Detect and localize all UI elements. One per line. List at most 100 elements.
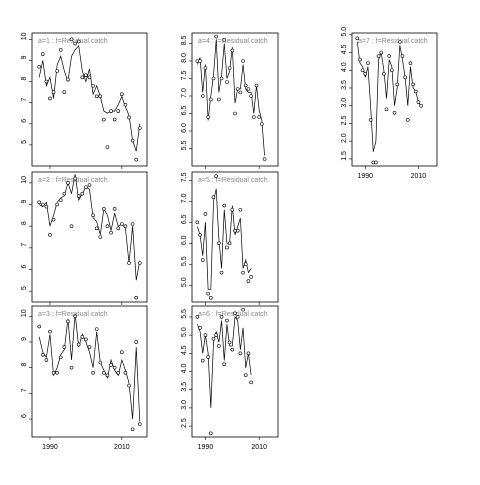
point	[116, 226, 121, 231]
point	[130, 222, 135, 226]
y-tick-label: 7.5	[181, 172, 188, 182]
point	[109, 230, 113, 235]
y-tick-label: 10	[21, 176, 28, 184]
point	[116, 109, 121, 113]
point	[358, 57, 362, 62]
point	[102, 207, 106, 211]
panel-frame	[31, 171, 148, 303]
panel-frame	[191, 171, 279, 303]
point	[238, 90, 243, 95]
point	[66, 181, 70, 185]
point	[51, 90, 56, 94]
point	[69, 365, 74, 370]
panel-frame	[31, 305, 148, 438]
point	[405, 118, 410, 122]
point	[217, 344, 221, 348]
y-tick-label: 9	[21, 337, 28, 341]
x-tick-label: 2010	[251, 444, 267, 451]
x-tick-label: 1990	[42, 444, 58, 451]
panel-frame	[191, 32, 279, 167]
x-tick-label: 2010	[411, 173, 427, 180]
point	[94, 94, 99, 99]
point	[408, 61, 413, 65]
y-tick-label: 9	[21, 55, 28, 59]
point	[62, 345, 67, 349]
point	[98, 94, 103, 99]
point	[209, 296, 213, 300]
point	[376, 54, 381, 58]
point	[87, 183, 92, 187]
point	[395, 82, 399, 87]
point	[44, 79, 49, 84]
point	[222, 38, 227, 42]
point	[374, 160, 378, 165]
point	[230, 48, 235, 53]
point	[246, 351, 251, 356]
y-tick-label: 7	[21, 98, 28, 102]
point	[400, 54, 405, 58]
point	[40, 52, 45, 56]
fit-line	[356, 41, 422, 152]
point	[134, 340, 139, 344]
point	[200, 258, 205, 262]
y-tick-label: 6	[21, 119, 28, 123]
y-tick-label: 2.0	[341, 133, 348, 143]
y-tick-label: 4.5	[181, 345, 188, 355]
point	[80, 75, 85, 80]
y-tick-label: 3.0	[341, 98, 348, 108]
point	[214, 34, 218, 39]
point	[203, 212, 208, 216]
point	[109, 109, 113, 113]
point	[87, 75, 92, 80]
point	[94, 327, 99, 331]
y-tick-label: 10	[21, 309, 28, 317]
fit-line	[197, 39, 265, 156]
y-tick-label: 8	[21, 221, 28, 225]
point	[127, 115, 131, 120]
panel-title: a=5 : f=Residual catch	[198, 177, 268, 184]
point	[260, 122, 264, 126]
point	[138, 261, 142, 265]
point	[94, 226, 99, 231]
point	[225, 245, 229, 250]
point	[123, 102, 128, 107]
y-tick-label: 1.5	[341, 151, 348, 161]
point	[238, 351, 243, 356]
point	[230, 347, 235, 352]
point	[134, 295, 139, 300]
fit-line	[38, 313, 141, 422]
point	[222, 203, 227, 208]
x-tick-label: 2010	[114, 444, 130, 451]
point	[102, 370, 106, 375]
point	[130, 427, 135, 432]
point	[360, 68, 365, 73]
point	[211, 76, 216, 81]
y-tick-label: 8.0	[181, 53, 188, 63]
point	[209, 431, 213, 436]
point	[48, 233, 52, 237]
point	[44, 358, 49, 362]
point	[134, 157, 139, 162]
y-tick-label: 4.5	[341, 45, 348, 55]
point	[123, 370, 128, 375]
point	[230, 207, 235, 212]
point	[105, 145, 110, 149]
y-tick-label: 9	[21, 199, 28, 203]
point	[203, 333, 208, 337]
point	[200, 358, 205, 363]
point	[120, 350, 124, 355]
point	[252, 115, 256, 119]
point	[66, 77, 70, 82]
point	[76, 342, 81, 347]
point	[219, 315, 224, 319]
point	[206, 115, 210, 119]
point	[76, 39, 81, 44]
point	[390, 68, 394, 73]
point	[127, 261, 131, 265]
y-tick-label: 7.0	[181, 193, 188, 203]
x-tick-label: 1990	[357, 173, 373, 180]
point	[76, 194, 81, 198]
point	[112, 117, 117, 122]
point	[195, 315, 200, 319]
